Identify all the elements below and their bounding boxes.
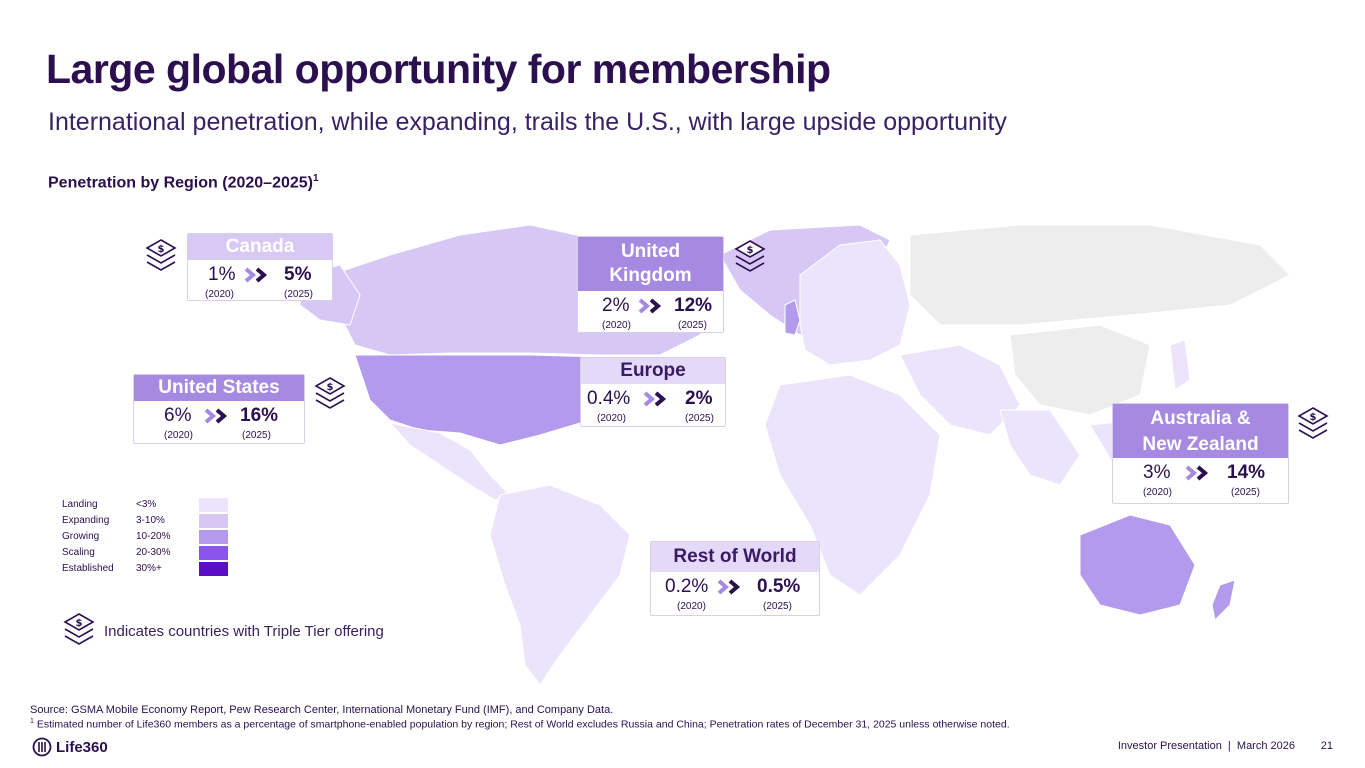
legend-name: Scaling: [62, 547, 95, 558]
life360-logo-icon: [32, 737, 52, 757]
row-to-value: 0.5%: [757, 576, 801, 597]
chevron-right-icon: [643, 391, 667, 407]
uk-to-value: 12%: [674, 295, 713, 316]
japan-shape: [1169, 339, 1191, 391]
row-title: Rest of World: [651, 542, 819, 572]
legend-range: 30%+: [136, 563, 162, 574]
legend-name: Established: [62, 563, 114, 574]
legend-name: Growing: [62, 531, 100, 542]
canada-to-year: (2025): [284, 289, 313, 300]
uk-shape: [784, 299, 801, 336]
uk-to-year: (2025): [678, 320, 707, 331]
page-number: 21: [1320, 740, 1333, 752]
legend-range: 3-10%: [136, 515, 165, 526]
triple-tier-icon: $: [63, 613, 95, 645]
source-note: Source: GSMA Mobile Economy Report, Pew …: [30, 704, 614, 716]
chevron-right-icon: [204, 408, 228, 424]
footnote-sup: 1: [30, 718, 34, 725]
africa-shape: [764, 374, 941, 596]
triple-tier-icon: $: [1297, 407, 1329, 439]
legend-swatch: [199, 530, 228, 544]
world-map: [300, 224, 1291, 686]
russia-shape: [909, 224, 1291, 326]
legend-range: <3%: [136, 499, 157, 510]
us-to-year: (2025): [242, 430, 271, 441]
anz-to-value: 14%: [1227, 462, 1266, 483]
legend-swatch: [199, 546, 228, 560]
row-from-value: 0.2%: [665, 576, 709, 597]
triple-tier-icon: $: [734, 240, 766, 272]
triple-tier-icon: $: [314, 377, 346, 409]
chevron-right-icon: [717, 579, 741, 595]
europe-to-value: 2%: [685, 388, 713, 409]
us-shape: [354, 354, 641, 446]
svg-text:$: $: [327, 382, 334, 393]
svg-text:$: $: [747, 245, 754, 256]
us-title: United States: [134, 375, 304, 401]
south-america-shape: [489, 484, 631, 686]
uk-box: United Kingdom 2% 12% (2020) (2025): [577, 236, 724, 333]
svg-text:$: $: [1310, 412, 1317, 423]
europe-to-year: (2025): [685, 413, 714, 424]
page-subtitle: International penetration, while expandi…: [48, 108, 1007, 136]
footer-text: Investor Presentation | March 2026: [1117, 740, 1295, 752]
section-title-sup: 1: [312, 173, 319, 184]
legend-name: Landing: [62, 499, 98, 510]
legend-range: 10-20%: [136, 531, 171, 542]
legend-swatch: [199, 498, 228, 512]
canada-to-value: 5%: [284, 264, 312, 285]
anz-from-value: 3%: [1143, 462, 1171, 483]
anz-title: Australia & New Zealand: [1113, 404, 1288, 458]
us-from-year: (2020): [164, 430, 193, 441]
row-to-year: (2025): [763, 601, 792, 612]
canada-box: Canada 1% 5% (2020) (2025): [187, 233, 333, 301]
svg-text:$: $: [158, 244, 165, 255]
company-logo: Life360: [32, 737, 108, 757]
canada-title: Canada: [188, 234, 332, 260]
uk-from-year: (2020): [602, 320, 631, 331]
chevron-right-icon: [1185, 465, 1209, 481]
europe-shape: [799, 239, 911, 366]
row-from-year: (2020): [677, 601, 706, 612]
south-asia-shape: [999, 409, 1081, 486]
us-from-value: 6%: [164, 405, 192, 426]
us-box: United States 6% 16% (2020) (2025): [133, 374, 305, 444]
triple-tier-icon: $: [145, 239, 177, 271]
row-box: Rest of World 0.2% 0.5% (2020) (2025): [650, 541, 820, 616]
tier-legend-text: Indicates countries with Triple Tier off…: [104, 623, 384, 640]
legend-swatch: [199, 562, 228, 576]
europe-box: Europe 0.4% 2% (2020) (2025): [580, 357, 726, 427]
uk-from-value: 2%: [602, 295, 630, 316]
page-title: Large global opportunity for membership: [46, 46, 831, 92]
logo-text: Life360: [56, 738, 108, 756]
section-title: Penetration by Region (2020–2025)1: [48, 173, 319, 192]
svg-text:$: $: [76, 618, 83, 629]
europe-title: Europe: [581, 358, 725, 384]
footnote: 1 Estimated number of Life360 members as…: [30, 718, 1010, 731]
anz-to-year: (2025): [1231, 487, 1260, 498]
footnote-text: Estimated number of Life360 members as a…: [33, 718, 1010, 731]
australia-shape: [1079, 514, 1196, 616]
canada-from-value: 1%: [208, 264, 236, 285]
anz-box: Australia & New Zealand 3% 14% (2020) (2…: [1112, 403, 1289, 504]
europe-from-year: (2020): [597, 413, 626, 424]
china-shape: [1009, 324, 1151, 416]
chevron-right-icon: [638, 298, 662, 314]
uk-title: United Kingdom: [578, 237, 723, 291]
legend-swatch: [199, 514, 228, 528]
canada-from-year: (2020): [205, 289, 234, 300]
chevron-right-icon: [244, 267, 268, 283]
legend-range: 20-30%: [136, 547, 171, 558]
anz-from-year: (2020): [1143, 487, 1172, 498]
section-title-text: Penetration by Region (2020–2025): [48, 174, 313, 192]
europe-from-value: 0.4%: [587, 388, 631, 409]
new-zealand-shape: [1211, 579, 1236, 622]
us-to-value: 16%: [240, 405, 279, 426]
legend-name: Expanding: [62, 515, 110, 526]
